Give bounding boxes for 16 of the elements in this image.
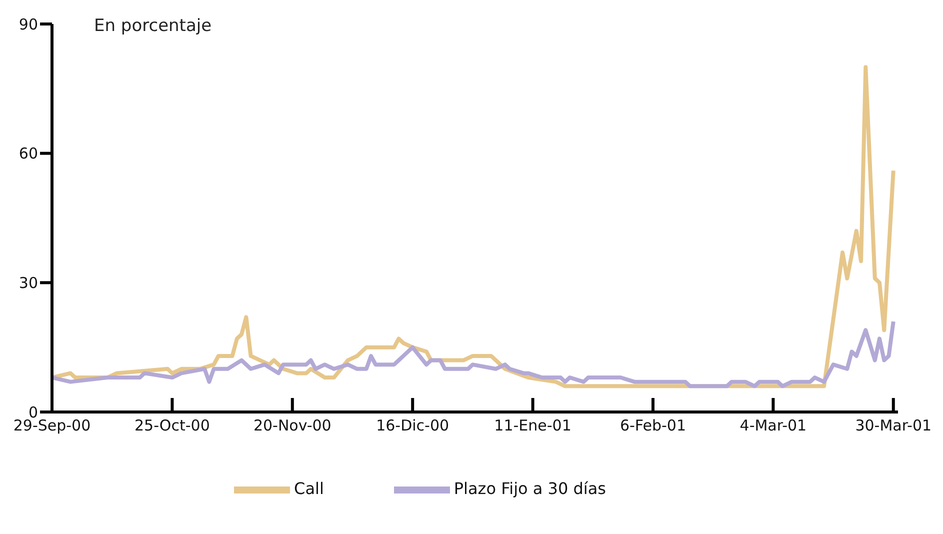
x-tick-label: 11-Ene-01	[494, 416, 572, 435]
x-tick-label: 6-Feb-01	[620, 416, 686, 435]
x-tick-label: 30-Mar-01	[855, 416, 932, 435]
legend-label: Plazo Fijo a 30 días	[454, 479, 606, 498]
line-series	[52, 65, 896, 388]
line-series	[52, 319, 896, 388]
x-tick-label: 25-Oct-00	[134, 416, 210, 435]
y-tick-label: 60	[18, 144, 38, 163]
legend-label: Call	[294, 479, 324, 498]
y-tick-label: 30	[18, 274, 38, 292]
x-tick-label: 4-Mar-01	[740, 416, 807, 435]
y-tick-label: 90	[18, 15, 38, 34]
x-tick-label: 29-Sep-00	[13, 416, 91, 435]
x-tick-label: 20-Nov-00	[253, 416, 332, 435]
x-tick-label: 16-Dic-00	[376, 416, 450, 435]
y-axis-title: En porcentaje	[94, 16, 212, 36]
